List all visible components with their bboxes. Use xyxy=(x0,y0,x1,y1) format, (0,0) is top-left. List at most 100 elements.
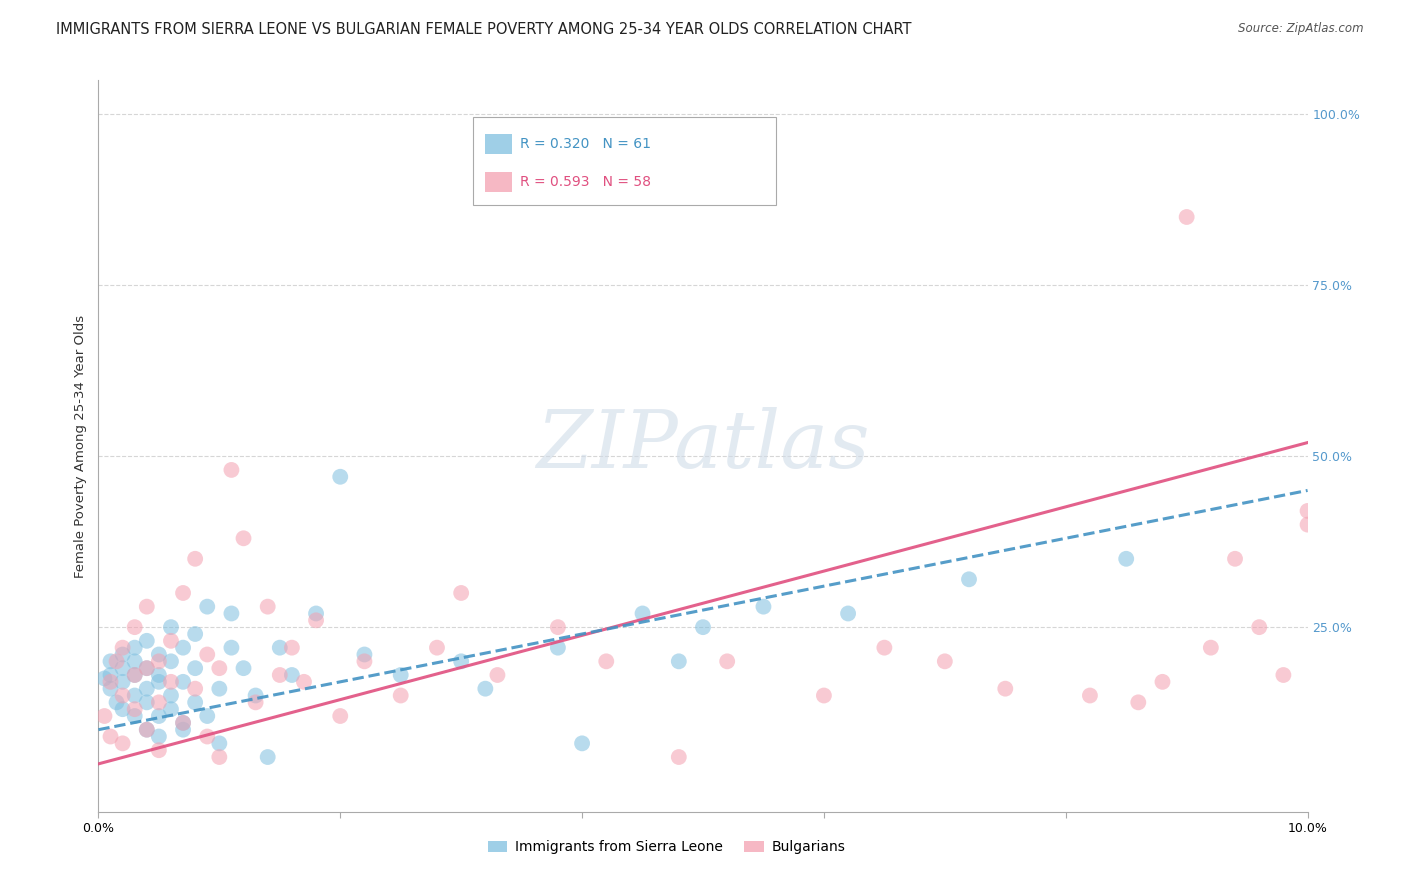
Point xyxy=(269,668,291,682)
Point xyxy=(135,599,157,614)
Point xyxy=(571,736,593,750)
FancyBboxPatch shape xyxy=(485,172,512,192)
Y-axis label: Female Poverty Among 25-34 Year Olds: Female Poverty Among 25-34 Year Olds xyxy=(75,315,87,577)
Point xyxy=(111,674,134,689)
Point xyxy=(172,715,194,730)
Point xyxy=(269,640,291,655)
Point xyxy=(389,689,412,703)
Point xyxy=(100,654,122,668)
Point xyxy=(1223,551,1246,566)
Point xyxy=(148,709,170,723)
Point xyxy=(172,640,194,655)
Point xyxy=(305,607,328,621)
Point xyxy=(1175,210,1198,224)
Point xyxy=(160,674,183,689)
Point xyxy=(486,668,509,682)
Point xyxy=(208,661,231,675)
Point xyxy=(160,689,183,703)
Point xyxy=(160,654,183,668)
Point xyxy=(668,750,690,764)
Point xyxy=(100,674,122,689)
Point xyxy=(172,674,194,689)
FancyBboxPatch shape xyxy=(485,135,512,154)
Point xyxy=(957,572,980,586)
Point xyxy=(256,750,278,764)
Point xyxy=(160,702,183,716)
Point xyxy=(813,689,835,703)
Point xyxy=(1152,674,1174,689)
Point xyxy=(135,681,157,696)
Point xyxy=(426,640,449,655)
Point xyxy=(105,695,128,709)
Point xyxy=(184,551,207,566)
Point xyxy=(281,668,304,682)
Point xyxy=(93,672,115,686)
Point xyxy=(692,620,714,634)
Point xyxy=(148,743,170,757)
Point xyxy=(1128,695,1150,709)
Point xyxy=(208,736,231,750)
Point xyxy=(160,620,183,634)
Point xyxy=(195,709,218,723)
Text: Source: ZipAtlas.com: Source: ZipAtlas.com xyxy=(1239,22,1364,36)
Point xyxy=(450,654,472,668)
Point xyxy=(1249,620,1271,634)
Point xyxy=(111,648,134,662)
Point xyxy=(245,689,267,703)
Point xyxy=(124,702,146,716)
Point xyxy=(135,695,157,709)
Point xyxy=(184,627,207,641)
Point xyxy=(305,613,328,627)
Point xyxy=(1296,517,1319,532)
Point xyxy=(135,661,157,675)
Point xyxy=(124,668,146,682)
Point xyxy=(111,689,134,703)
Point xyxy=(172,715,194,730)
Point xyxy=(450,586,472,600)
Point xyxy=(184,695,207,709)
Point xyxy=(232,531,254,545)
Point xyxy=(631,607,654,621)
Point xyxy=(100,730,122,744)
Point xyxy=(172,723,194,737)
Point xyxy=(172,586,194,600)
Point xyxy=(135,633,157,648)
Point xyxy=(547,620,569,634)
Point xyxy=(105,654,128,668)
Point xyxy=(994,681,1017,696)
Point xyxy=(111,640,134,655)
Point xyxy=(208,750,231,764)
Text: R = 0.320   N = 61: R = 0.320 N = 61 xyxy=(520,136,651,151)
Legend: Immigrants from Sierra Leone, Bulgarians: Immigrants from Sierra Leone, Bulgarians xyxy=(482,835,852,860)
Point xyxy=(135,661,157,675)
Point xyxy=(329,709,352,723)
Point xyxy=(124,668,146,682)
Point xyxy=(281,640,304,655)
Point xyxy=(668,654,690,668)
Point xyxy=(389,668,412,682)
Point xyxy=(148,730,170,744)
Point xyxy=(148,654,170,668)
FancyBboxPatch shape xyxy=(474,117,776,204)
Point xyxy=(1296,504,1319,518)
Point xyxy=(148,695,170,709)
Point xyxy=(124,640,146,655)
Point xyxy=(752,599,775,614)
Point xyxy=(135,723,157,737)
Point xyxy=(195,730,218,744)
Point xyxy=(1078,689,1101,703)
Point xyxy=(124,689,146,703)
Text: R = 0.593   N = 58: R = 0.593 N = 58 xyxy=(520,175,651,189)
Point xyxy=(1272,668,1295,682)
Text: IMMIGRANTS FROM SIERRA LEONE VS BULGARIAN FEMALE POVERTY AMONG 25-34 YEAR OLDS C: IMMIGRANTS FROM SIERRA LEONE VS BULGARIA… xyxy=(56,22,911,37)
Point xyxy=(208,681,231,696)
Point xyxy=(292,674,315,689)
Point xyxy=(100,681,122,696)
Point xyxy=(184,681,207,696)
Point xyxy=(934,654,956,668)
Point xyxy=(93,709,115,723)
Point xyxy=(148,648,170,662)
Point xyxy=(474,681,496,696)
Point xyxy=(1199,640,1222,655)
Text: ZIPatlas: ZIPatlas xyxy=(536,408,870,484)
